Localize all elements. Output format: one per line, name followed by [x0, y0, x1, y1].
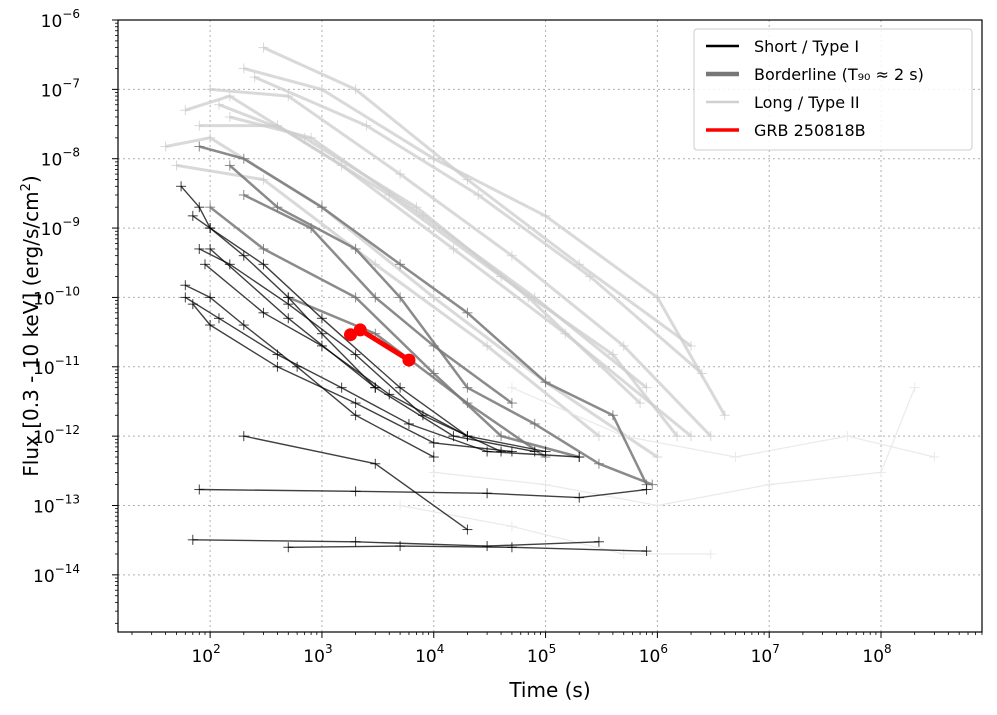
y-tick-label: 10−9	[41, 215, 80, 240]
y-tick-exponent: −7	[62, 76, 80, 90]
light-curve	[198, 145, 648, 486]
x-tick-exponent: 4	[437, 642, 445, 656]
y-tick-exponent: −14	[55, 562, 80, 576]
x-tick-exponent: 5	[549, 642, 557, 656]
x-tick-exponent: 7	[772, 642, 780, 656]
light-curve	[399, 504, 711, 555]
y-tick-label: 10−12	[33, 423, 80, 448]
legend-box	[693, 28, 973, 151]
light-curve	[184, 284, 435, 458]
light-curve	[288, 545, 647, 552]
legend-label: GRB 250818B	[754, 121, 866, 140]
series-long-type-ii-faint-late-time	[395, 382, 940, 559]
y-tick-exponent: −8	[62, 146, 80, 160]
light-curve	[433, 387, 916, 507]
gamma-ray-marks	[343, 323, 416, 367]
y-tick-exponent: −11	[55, 354, 80, 368]
light-curve	[204, 263, 546, 453]
y-tick-exponent: −10	[55, 284, 80, 298]
legend-label: Borderline (T₉₀ ≈ 2 s)	[754, 65, 924, 84]
y-tick-exponent: −13	[55, 492, 80, 506]
legend-label: Long / Type II	[754, 93, 860, 112]
tick-marks	[112, 19, 983, 638]
y-tick-exponent: −6	[62, 7, 80, 21]
x-tick-exponent: 3	[325, 642, 333, 656]
series-borderline-t90-2-s	[194, 141, 658, 490]
y-axis-label: Flux [0.3 - 10 keV] (erg/s/cm2)	[19, 175, 43, 476]
light-curve	[287, 296, 547, 459]
x-tick-label: 104	[415, 642, 444, 667]
light-curve	[243, 67, 727, 417]
light-curve	[192, 303, 512, 453]
y-tick-exponent: −9	[62, 215, 80, 229]
light-curve	[192, 215, 468, 437]
grb-250818b-point	[402, 353, 416, 367]
legend-label: Short / Type I	[754, 37, 859, 56]
light-curve	[199, 124, 679, 438]
plot-area	[160, 42, 940, 559]
grid-lines	[118, 19, 982, 632]
x-tick-exponent: 6	[660, 642, 668, 656]
light-curve	[209, 87, 712, 438]
axes-frame	[117, 19, 983, 633]
x-tick-exponent: 8	[884, 642, 892, 656]
x-axis-label: Time (s)	[508, 678, 590, 702]
light-curve	[165, 136, 659, 459]
legend: Short / Type I Borderline (T₉₀ ≈ 2 s) Long…	[693, 28, 973, 151]
light-curve	[209, 206, 580, 459]
y-tick-exponent: −12	[55, 423, 80, 437]
series-long-type-ii	[160, 42, 730, 463]
light-curve	[192, 539, 599, 547]
grb-250818b-point	[353, 323, 367, 337]
x-tick-exponent: 2	[213, 642, 221, 656]
series-short-type-i	[176, 181, 652, 557]
grb-250818b-point	[343, 328, 357, 342]
